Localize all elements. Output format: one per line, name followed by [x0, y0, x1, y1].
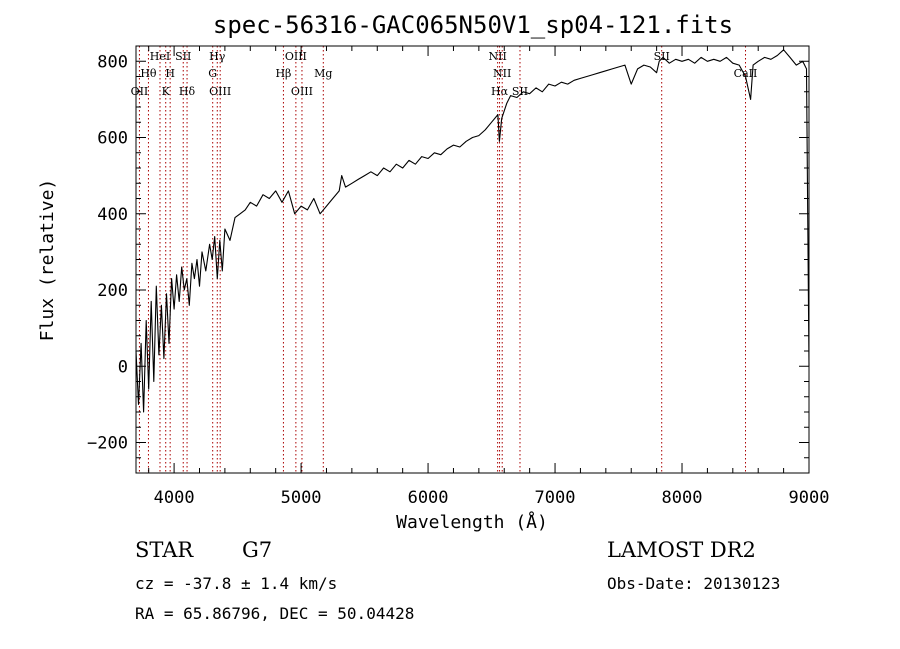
x-tick-label-5: 9000 — [789, 488, 830, 508]
marker-label-1: Hθ — [140, 67, 157, 80]
marker-label-6: Hδ — [179, 85, 196, 98]
marker-label-3: K — [162, 85, 171, 98]
y-ticks: −200 0 200 400 600 800 — [87, 45, 809, 474]
x-axis-label: Wavelength (Å) — [396, 511, 548, 533]
x-tick-label-0: 4000 — [154, 488, 195, 508]
marker-label-4: H — [165, 67, 175, 80]
marker-label-13: Mg — [314, 67, 332, 80]
marker-label-2: HeI — [150, 50, 170, 63]
chart-title: spec-56316-GAC065N50V1_sp04-121.fits — [213, 11, 733, 39]
y-tick-label-3: 400 — [97, 205, 128, 225]
marker-label-14: NII — [488, 50, 506, 63]
marker-label-11: OIII — [285, 50, 307, 63]
x-tick-label-4: 8000 — [662, 488, 703, 508]
spectral-line-markers: OIIHθHeIKHSIIHδGHγOIIIHβOIIIOIIIMgNIIHαN… — [131, 46, 758, 473]
marker-label-19: CaII — [734, 67, 758, 80]
y-tick-label-5: 800 — [97, 52, 128, 72]
x-ticks: 4000 5000 6000 7000 8000 9000 — [148, 46, 830, 508]
plot-frame — [135, 45, 810, 474]
y-axis-label: Flux (relative) — [37, 179, 58, 342]
x-tick-label-1: 5000 — [281, 488, 322, 508]
marker-label-5: SII — [175, 50, 191, 63]
spectrum-line-0 — [135, 49, 810, 413]
y-tick-label-4: 600 — [97, 129, 128, 149]
survey-name: LAMOST DR2 — [607, 538, 756, 562]
y-tick-label-1: 0 — [118, 357, 128, 377]
x-tick-label-3: 7000 — [535, 488, 576, 508]
redshift-value: cz = -37.8 ± 1.4 km/s — [135, 574, 337, 593]
object-subclass: G7 — [242, 538, 272, 562]
marker-label-12: OIII — [291, 85, 313, 98]
plot-axes — [135, 45, 810, 474]
x-tick-label-2: 6000 — [408, 488, 449, 508]
marker-label-8: Hγ — [209, 50, 226, 63]
marker-label-16: NII — [493, 67, 511, 80]
marker-label-9: OIII — [209, 85, 231, 98]
marker-label-15: Hα — [491, 85, 509, 98]
marker-label-17: SII — [512, 85, 528, 98]
y-tick-label-2: 200 — [97, 281, 128, 301]
spectrum-series — [135, 49, 810, 413]
y-tick-label-0: −200 — [87, 434, 128, 454]
observation-date: Obs-Date: 20130123 — [607, 574, 780, 593]
object-type: STAR — [135, 538, 194, 562]
coordinates: RA = 65.86796, DEC = 50.04428 — [135, 604, 414, 623]
marker-label-7: G — [208, 67, 217, 80]
marker-label-10: Hβ — [275, 67, 291, 80]
